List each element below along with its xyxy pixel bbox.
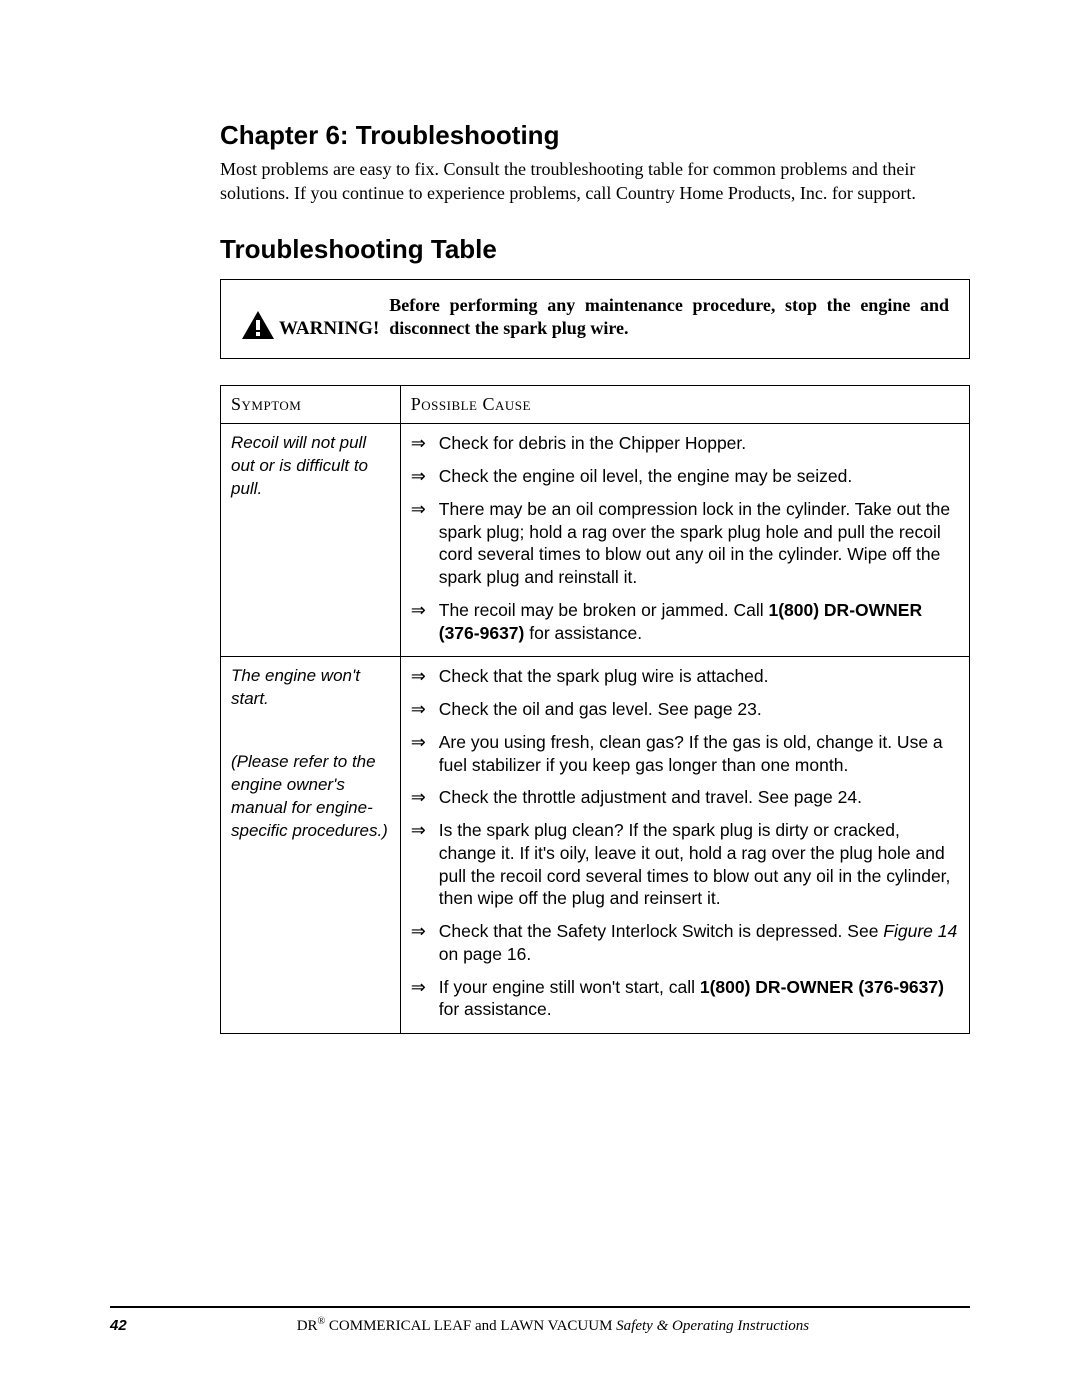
- cause-item: Check that the Safety Interlock Switch i…: [411, 920, 959, 966]
- cause-item: Check the engine oil level, the engine m…: [411, 465, 959, 488]
- chapter-title: Chapter 6: Troubleshooting: [220, 120, 970, 151]
- cause-cell: Check for debris in the Chipper Hopper. …: [400, 424, 969, 657]
- symptom-cell: Recoil will not pull out or is difficult…: [221, 424, 401, 657]
- cause-list: Check that the spark plug wire is attach…: [411, 665, 959, 1021]
- page-footer: 42 DR® COMMERICAL LEAF and LAWN VACUUM S…: [110, 1306, 970, 1335]
- cause-item: Is the spark plug clean? If the spark pl…: [411, 819, 959, 910]
- warning-icon: [241, 310, 275, 340]
- warning-label: WARNING!: [279, 318, 379, 340]
- symptom-text: The engine won't start.: [231, 665, 390, 711]
- cause-item: Check for debris in the Chipper Hopper.: [411, 432, 959, 455]
- symptom-text: Recoil will not pull out or is difficult…: [231, 432, 390, 501]
- section-title: Troubleshooting Table: [220, 234, 970, 265]
- table-row: The engine won't start. (Please refer to…: [221, 657, 970, 1034]
- cause-cell: Check that the spark plug wire is attach…: [400, 657, 969, 1034]
- symptom-cell: The engine won't start. (Please refer to…: [221, 657, 401, 1034]
- cause-item: There may be an oil compression lock in …: [411, 498, 959, 589]
- troubleshooting-table: Symptom Possible Cause Recoil will not p…: [220, 385, 970, 1034]
- cause-item: Check that the spark plug wire is attach…: [411, 665, 959, 688]
- cause-item: Check the throttle adjustment and travel…: [411, 786, 959, 809]
- page-number: 42: [110, 1317, 127, 1334]
- header-symptom: Symptom: [221, 386, 401, 424]
- cause-item: Check the oil and gas level. See page 23…: [411, 698, 959, 721]
- cause-item: The recoil may be broken or jammed. Call…: [411, 599, 959, 645]
- chapter-intro: Most problems are easy to fix. Consult t…: [220, 157, 970, 206]
- cause-list: Check for debris in the Chipper Hopper. …: [411, 432, 959, 644]
- table-row: Recoil will not pull out or is difficult…: [221, 424, 970, 657]
- cause-item: If your engine still won't start, call 1…: [411, 976, 959, 1022]
- footer-text: DR® COMMERICAL LEAF and LAWN VACUUM Safe…: [297, 1316, 809, 1335]
- cause-item: Are you using fresh, clean gas? If the g…: [411, 731, 959, 777]
- table-header-row: Symptom Possible Cause: [221, 386, 970, 424]
- warning-text: Before performing any maintenance proced…: [389, 294, 949, 341]
- header-cause: Possible Cause: [400, 386, 969, 424]
- symptom-note: (Please refer to the engine owner's manu…: [231, 751, 390, 843]
- warning-box: WARNING! Before performing any maintenan…: [220, 279, 970, 360]
